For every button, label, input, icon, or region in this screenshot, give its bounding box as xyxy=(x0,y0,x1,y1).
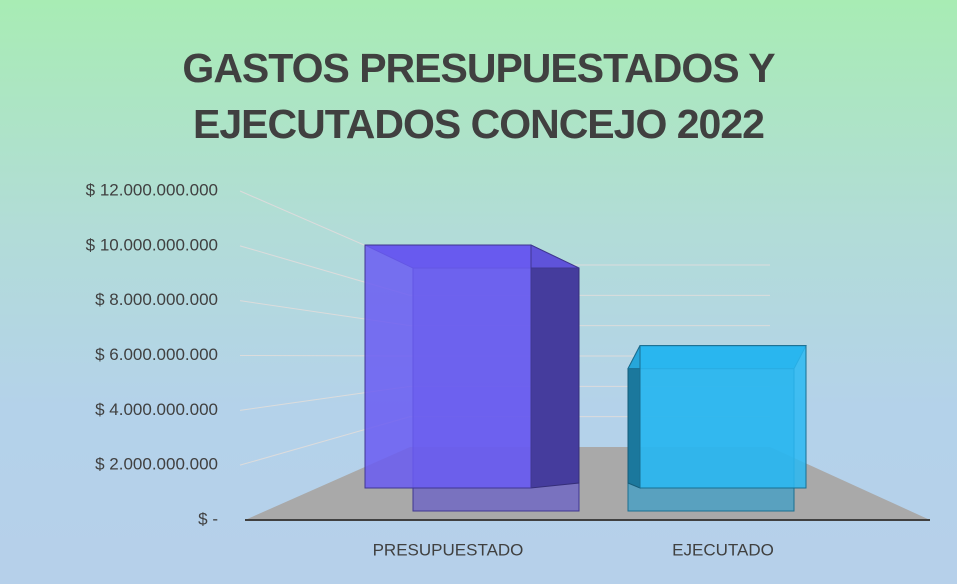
title-box: GASTOS PRESUPUESTADOS Y EJECUTADOS CONCE… xyxy=(0,40,957,152)
y-tick-label: $ 6.000.000.000 xyxy=(95,345,218,364)
x-tick-label: PRESUPUESTADO xyxy=(373,540,524,559)
chart-title: GASTOS PRESUPUESTADOS Y EJECUTADOS CONCE… xyxy=(182,45,775,147)
floor xyxy=(245,447,930,520)
y-tick-label: $ 10.000.000.000 xyxy=(86,235,218,254)
bar xyxy=(639,345,807,489)
y-tick-label: $ - xyxy=(198,509,218,528)
bar-side xyxy=(530,244,580,489)
y-tick-label: $ 12.000.000.000 xyxy=(86,180,218,199)
bar xyxy=(364,244,532,489)
y-tick-label: $ 4.000.000.000 xyxy=(95,400,218,419)
y-tick-label: $ 8.000.000.000 xyxy=(95,290,218,309)
y-tick-label: $ 2.000.000.000 xyxy=(95,455,218,474)
x-tick-label: EJECUTADO xyxy=(672,540,774,559)
